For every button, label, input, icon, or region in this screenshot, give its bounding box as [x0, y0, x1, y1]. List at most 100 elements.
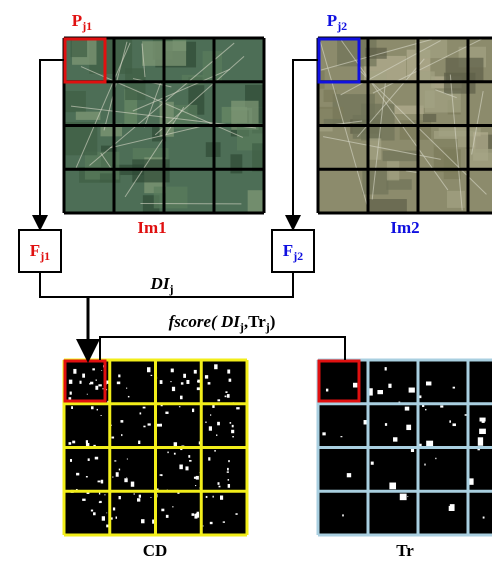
change-pixel [172, 387, 175, 391]
change-pixel [139, 495, 141, 498]
change-pixel [119, 469, 120, 471]
field [154, 187, 188, 209]
arrow [40, 60, 64, 227]
change-pixel [86, 476, 88, 477]
change-pixel [165, 412, 168, 414]
change-pixel [210, 414, 211, 415]
change-pixel [203, 526, 204, 527]
change-pixel [230, 422, 232, 424]
change-pixel [87, 394, 88, 395]
change-pixel [161, 474, 163, 476]
change-pixel [214, 450, 215, 452]
fscore-label: fscore( DIj,Trj) [169, 312, 276, 334]
field [248, 190, 288, 220]
change-pixel [179, 406, 180, 407]
change-pixel [231, 430, 234, 433]
change-pixel [88, 458, 90, 461]
label-part: ) [270, 312, 276, 331]
field [55, 91, 86, 112]
field [447, 191, 465, 208]
change-pixel [121, 434, 122, 436]
change-pixel [209, 426, 212, 430]
label-sub: j1 [39, 249, 50, 263]
change-pixel [69, 442, 72, 445]
change-pixel [174, 453, 176, 455]
field [76, 112, 101, 120]
change-pixel [405, 407, 409, 411]
label-part: ,Tr [244, 312, 266, 331]
change-pixel [186, 380, 189, 384]
change-pixel [101, 480, 103, 484]
change-pixel [217, 399, 220, 401]
change-pixel [127, 459, 128, 460]
change-pixel [119, 496, 121, 499]
label-sub: j2 [336, 19, 347, 33]
change-pixel [117, 382, 120, 385]
change-pixel [197, 381, 199, 382]
change-pixel [102, 516, 105, 520]
change-pixel [179, 465, 182, 470]
field [466, 149, 492, 169]
change-pixel [452, 423, 455, 426]
change-pixel [100, 415, 101, 416]
change-pixel [95, 457, 98, 460]
change-pixel [227, 369, 230, 373]
change-pixel [228, 484, 230, 488]
change-pixel [192, 409, 194, 412]
change-pixel [196, 513, 199, 517]
patch-label: Pj1 [72, 11, 92, 33]
change-pixel [400, 494, 407, 501]
change-pixel [166, 515, 169, 518]
change-pixel [220, 495, 223, 499]
change-pixel [79, 381, 81, 384]
change-pixel [120, 420, 123, 423]
change-pixel [227, 468, 229, 471]
change-pixel [157, 424, 160, 427]
change-pixel [170, 381, 171, 382]
change-pixel [183, 374, 186, 378]
change-pixel [90, 382, 93, 385]
label-base: P [327, 11, 337, 30]
change-pixel [235, 513, 237, 515]
label-sub: j2 [292, 249, 303, 263]
change-pixel [116, 472, 119, 477]
change-pixel [131, 482, 134, 487]
change-pixel [208, 382, 211, 384]
change-pixel [112, 437, 115, 439]
change-pixel [171, 369, 174, 373]
change-pixel [478, 437, 483, 445]
change-pixel [409, 388, 415, 393]
change-pixel [148, 423, 151, 425]
change-pixel [225, 391, 227, 393]
change-pixel [385, 423, 387, 426]
change-pixel [76, 473, 79, 476]
change-pixel [192, 513, 195, 516]
change-pixel [99, 502, 101, 503]
change-pixel [435, 458, 436, 459]
change-pixel [205, 375, 208, 378]
change-pixel [228, 479, 229, 481]
change-pixel [440, 405, 443, 407]
field [386, 179, 411, 190]
change-pixel [225, 396, 227, 398]
change-pixel [214, 364, 217, 369]
change-pixel [480, 418, 486, 422]
change-pixel [213, 496, 214, 498]
change-pixel [217, 422, 220, 426]
change-pixel [229, 379, 232, 382]
change-pixel [216, 435, 217, 436]
change-pixel [69, 380, 72, 384]
change-pixel [389, 483, 396, 490]
change-pixel [424, 464, 425, 466]
change-pixel [98, 384, 101, 386]
change-pixel [347, 473, 351, 477]
label-base: DI [150, 274, 171, 293]
change-pixel [326, 389, 328, 392]
change-pixel [126, 388, 127, 389]
change-pixel [172, 506, 173, 507]
change-pixel [91, 510, 93, 512]
change-pixel [91, 406, 93, 409]
field [415, 39, 447, 58]
change-pixel [406, 425, 411, 430]
change-pixel [479, 429, 486, 434]
